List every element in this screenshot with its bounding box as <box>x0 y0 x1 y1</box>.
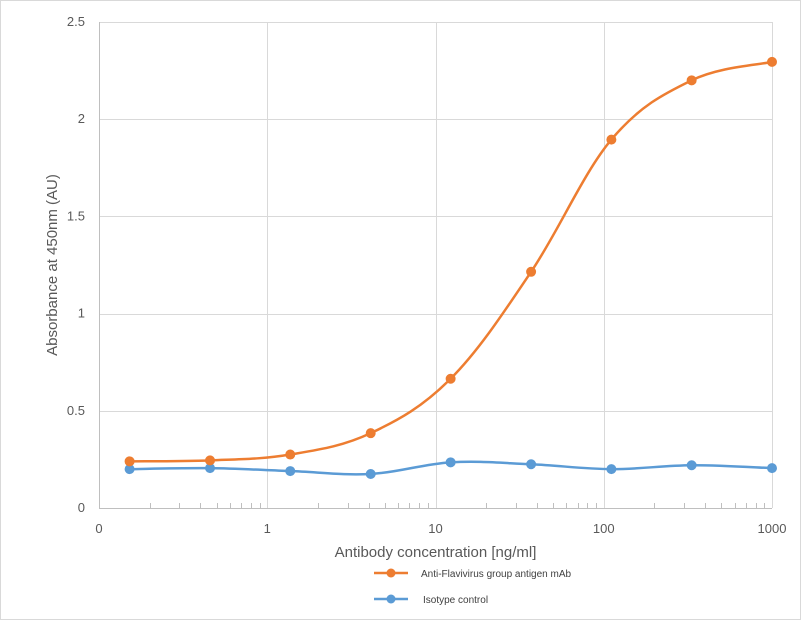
axes <box>99 22 772 509</box>
data-point <box>205 455 216 466</box>
x-axis-title: Antibody concentration [ng/ml] <box>335 544 537 561</box>
data-point <box>686 460 697 471</box>
x-tick-label: 1 <box>264 521 271 536</box>
data-point <box>526 266 537 277</box>
data-point <box>767 56 777 67</box>
data-point <box>445 457 456 468</box>
legend-item: Isotype control <box>374 594 488 606</box>
y-tick-label: 1.5 <box>67 208 85 223</box>
series-anti-flavivirus <box>124 56 777 467</box>
x-tick-label: 1000 <box>758 521 787 536</box>
legend-swatch-marker <box>386 594 396 604</box>
y-tick-label: 0 <box>78 500 85 515</box>
data-point <box>526 459 537 470</box>
data-point <box>285 449 296 460</box>
series-isotype-control <box>124 457 777 479</box>
data-point <box>124 456 135 467</box>
data-point <box>767 463 777 474</box>
legend: Anti-Flavivirus group antigen mAb Isotype… <box>374 568 572 606</box>
x-tick-label: 0 <box>95 521 102 536</box>
y-tick-label: 2 <box>78 111 85 126</box>
series-layer <box>124 56 777 479</box>
data-point <box>606 464 617 475</box>
x-tick-label: 100 <box>593 521 615 536</box>
y-tick-label: 2.5 <box>67 14 85 29</box>
y-tick-label: 0.5 <box>67 403 85 418</box>
legend-label: Isotype control <box>423 595 488 606</box>
legend-label: Anti-Flavivirus group antigen mAb <box>421 569 572 580</box>
legend-swatch-marker <box>386 568 396 578</box>
grid <box>99 22 773 508</box>
data-point <box>285 466 296 477</box>
y-axis-title: Absorbance at 450nm (AU) <box>44 174 61 356</box>
data-point <box>445 373 456 384</box>
data-point <box>686 75 697 86</box>
data-point <box>365 468 376 479</box>
x-tick-label: 10 <box>428 521 442 536</box>
series-line <box>129 60 773 463</box>
data-point <box>365 428 376 439</box>
legend-item: Anti-Flavivirus group antigen mAb <box>374 568 572 580</box>
y-tick-label: 1 <box>78 306 85 321</box>
data-point <box>606 134 617 145</box>
tick-labels: 0 0.5 1 1.5 2 2.5 0 1 10 100 1000 <box>67 14 787 536</box>
